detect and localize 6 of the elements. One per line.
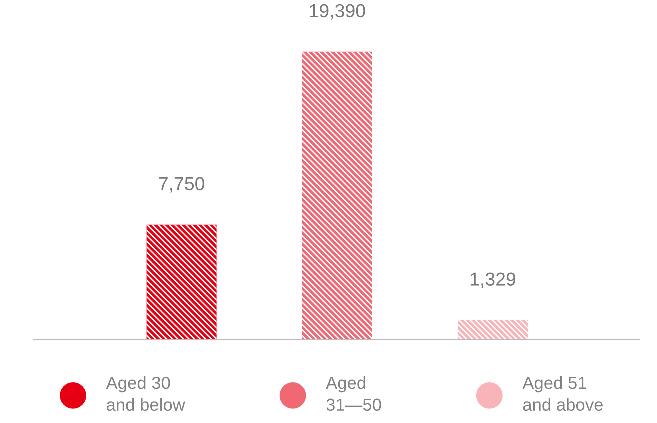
data-label: 1,329 (470, 272, 516, 288)
data-label: 19,390 (310, 4, 366, 20)
legend-label: Aged 30 and below (106, 376, 186, 412)
data-label: 7,750 (159, 177, 205, 193)
legend-label: Aged 31—50 (326, 376, 382, 412)
legend-label: Aged 51 and above (522, 376, 603, 412)
